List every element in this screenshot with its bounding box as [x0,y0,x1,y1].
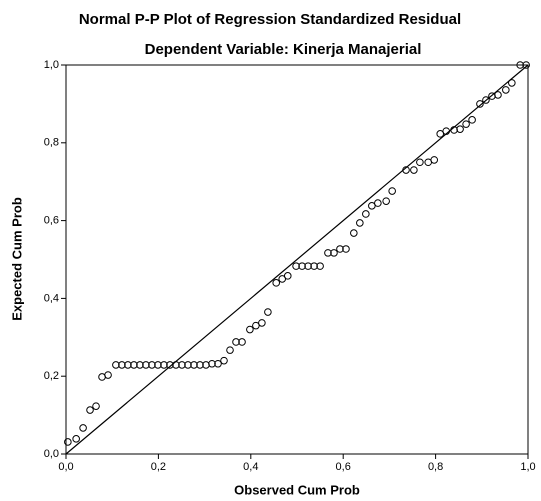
point [431,157,438,164]
point [411,167,418,174]
point [93,403,100,410]
point [375,200,382,207]
y-tick-label: 0,8 [44,137,59,149]
y-tick-label: 0,2 [44,370,59,382]
point [495,92,502,99]
point [357,220,364,227]
point [463,121,470,128]
x-tick-label: 0,6 [336,461,351,473]
point [247,326,254,333]
x-tick-label: 0,8 [428,461,443,473]
x-tick-label: 0,0 [58,461,73,473]
y-tick-label: 0,6 [44,215,59,227]
point [417,159,424,166]
point [503,87,510,94]
point [363,211,370,218]
point [509,80,516,87]
x-axis-title: Observed Cum Prob [234,482,360,497]
point [351,230,358,237]
point [383,198,390,205]
page: Normal P-P Plot of Regression Standardiz… [0,0,541,501]
y-tick-label: 1,0 [44,59,59,71]
chart-subtitle: Dependent Variable: Kinerja Manajerial [145,41,422,58]
point [87,407,94,414]
point [227,347,234,354]
point [221,357,228,364]
chart-title: Normal P-P Plot of Regression Standardiz… [79,11,461,28]
x-tick-label: 1,0 [520,461,535,473]
point [389,188,396,195]
point [265,309,272,316]
x-tick-label: 0,4 [243,461,258,473]
point [469,117,476,124]
point [284,273,291,280]
point [80,425,87,432]
point [259,320,266,327]
x-tick-label: 0,2 [151,461,166,473]
y-axis-title: Expected Cum Prob [9,197,24,321]
chart: Normal P-P Plot of Regression Standardiz… [0,0,541,501]
reference-line [66,65,528,454]
point [273,280,280,287]
y-tick-label: 0,4 [44,292,59,304]
point [105,372,112,379]
y-tick-label: 0,0 [44,448,59,460]
point [73,436,80,443]
